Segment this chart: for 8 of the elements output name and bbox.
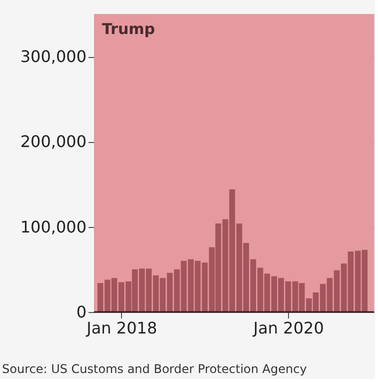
y-tick-label: 300,000: [20, 47, 86, 66]
band-label: Trump: [102, 20, 156, 38]
y-tick-label: 200,000: [20, 132, 86, 152]
x-tick-label: Jan 2020: [252, 318, 324, 338]
y-tick-label: 100,000: [20, 217, 86, 236]
y-tick-label: 0: [76, 302, 86, 322]
source-note: Source: US Customs and Border Protection Agency: [2, 362, 307, 376]
x-tick-label: Jan 2018: [86, 318, 158, 338]
